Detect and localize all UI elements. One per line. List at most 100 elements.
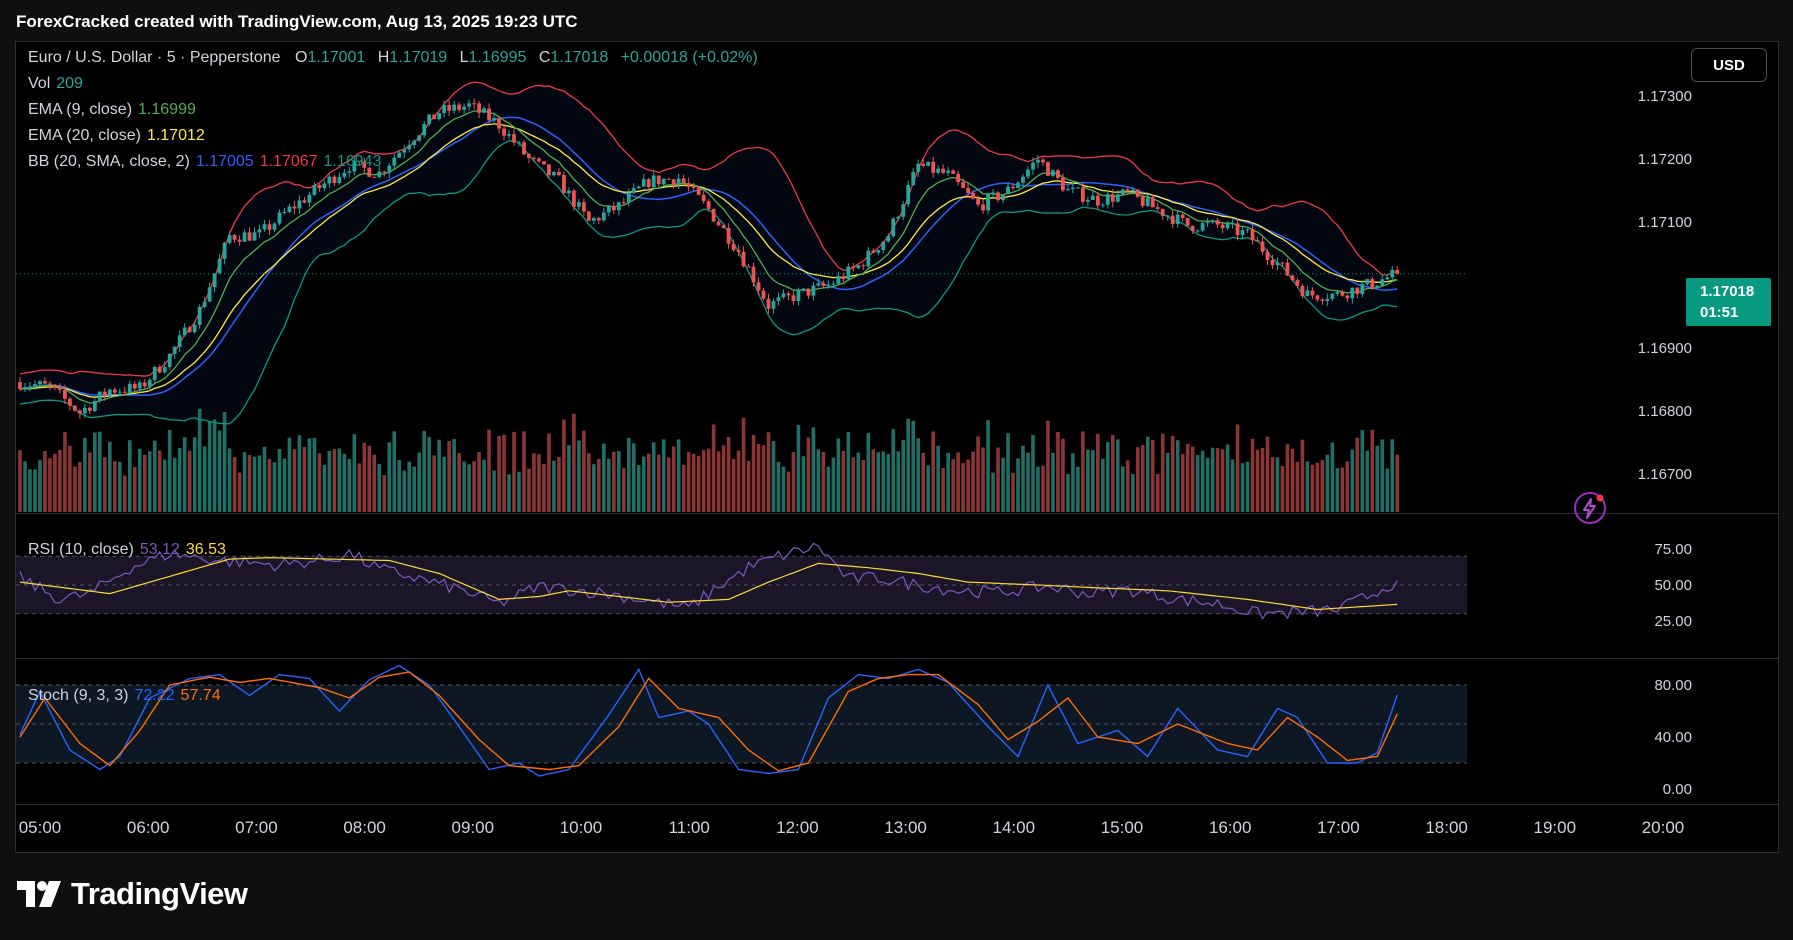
candle-body: [252, 232, 257, 241]
volume-bar: [322, 464, 327, 512]
candle-body: [1190, 225, 1195, 231]
candle-body: [192, 324, 197, 333]
volume-bar: [617, 451, 621, 512]
candle-body: [1355, 287, 1360, 295]
candle-body: [1320, 299, 1325, 301]
volume-bar: [1395, 454, 1400, 512]
volume-bar: [656, 454, 661, 512]
legend-rsi[interactable]: RSI (10, close) 53.12 36.53: [28, 541, 226, 559]
volume-bar: [452, 439, 456, 512]
legend-bb-mid: 1.17005: [195, 153, 254, 170]
candle-body: [871, 250, 876, 253]
time-axis-label: 18:00: [1425, 818, 1468, 837]
volume-bar: [726, 436, 731, 512]
ema9-line: [19, 110, 1398, 404]
volume-bar: [856, 452, 861, 512]
volume-bar: [63, 432, 67, 512]
time-axis-label: 15:00: [1101, 818, 1144, 837]
volume-bar: [392, 431, 397, 512]
candle-body: [1135, 189, 1140, 197]
candle-body: [1260, 241, 1265, 252]
legend-ema20[interactable]: EMA (20, close) 1.17012: [28, 127, 205, 145]
volume-bar: [1016, 458, 1020, 512]
candle-body: [152, 366, 157, 380]
candle-body: [77, 410, 82, 414]
time-axis-label: 14:00: [993, 818, 1036, 837]
volume-bar: [182, 437, 187, 512]
legend-bb[interactable]: BB (20, SMA, close, 2) 1.17005 1.17067 1.16…: [28, 153, 381, 171]
legend-stoch[interactable]: Stoch (9, 3, 3) 72.22 57.74: [28, 687, 221, 705]
volume-bar: [1021, 445, 1025, 512]
volume-bar: [167, 430, 172, 512]
candle-body: [1300, 285, 1305, 297]
volume-bar: [377, 463, 382, 512]
candle-body: [1170, 215, 1175, 225]
volume-bar: [976, 436, 980, 512]
volume-bar: [492, 470, 496, 512]
volume-bar: [1185, 443, 1190, 512]
volume-bar: [422, 430, 426, 512]
legend-h-label: H: [377, 49, 390, 66]
legend-stoch-d: 57.74: [180, 687, 221, 704]
volume-bar: [587, 453, 591, 512]
volume-bar: [636, 465, 641, 512]
volume-bar: [472, 461, 476, 512]
candle-body: [861, 265, 866, 267]
stoch-k-line: [19, 664, 1398, 777]
candle-body: [571, 190, 576, 207]
volume-bar: [986, 420, 990, 512]
volume-bar: [577, 440, 581, 512]
volume-bar: [846, 431, 851, 512]
candle-body: [1140, 196, 1145, 207]
volume-bar: [626, 437, 631, 512]
volume-bar: [1365, 450, 1370, 512]
volume-bar: [851, 457, 856, 512]
candle-body: [746, 266, 751, 268]
lightning-icon[interactable]: [1574, 492, 1606, 524]
candle-body: [237, 239, 242, 242]
volume-bar: [1205, 458, 1210, 512]
header-bar: ForexCracked created with TradingView.co…: [0, 0, 1793, 40]
candle-body: [971, 193, 975, 199]
candle-body: [656, 175, 661, 185]
volume-bar: [1345, 461, 1350, 512]
volume-bar: [28, 469, 32, 512]
candle-body: [537, 158, 541, 162]
volume-bar: [1120, 466, 1125, 512]
tradingview-logo[interactable]: TradingView: [17, 876, 248, 912]
volume-bar: [831, 457, 836, 512]
candle-body: [661, 178, 666, 185]
candle-body: [1290, 275, 1295, 281]
candle-body: [1130, 189, 1135, 192]
volume-bar: [372, 454, 377, 512]
last-price-tag: 1.17018 01:51: [1686, 278, 1771, 326]
last-price-value: 1.17018: [1700, 283, 1755, 300]
legend-vol-value: 209: [56, 75, 83, 92]
currency-button[interactable]: USD: [1691, 48, 1767, 82]
candle-body: [92, 400, 97, 411]
legend-vol[interactable]: Vol 209: [28, 75, 83, 93]
legend-c-value: 1.17018: [550, 49, 609, 66]
chart-frame[interactable]: 1.17300 1.17200 1.17100 1.16900 1.16800 1.167…: [15, 41, 1779, 853]
volume-bar: [1250, 438, 1255, 512]
candle-body: [906, 185, 911, 205]
volume-bar: [312, 437, 317, 512]
volume-bar: [946, 452, 950, 512]
volume-bar: [202, 446, 207, 512]
candle-body: [756, 282, 761, 291]
candle-body: [107, 389, 112, 396]
rsi-axis-label: 50.00: [1654, 577, 1692, 594]
volume-bar: [621, 468, 626, 512]
legend-symbol[interactable]: Euro / U.S. Dollar · 5 · Pepperstone: [28, 49, 281, 66]
candle-body: [936, 168, 941, 173]
volume-bar: [1061, 438, 1065, 512]
volume-bar: [911, 420, 916, 512]
time-axis-label: 20:00: [1642, 818, 1685, 837]
volume-bar: [342, 454, 347, 512]
volume-bar: [971, 451, 975, 512]
candle-body: [507, 134, 511, 136]
chart-canvas[interactable]: 1.17300 1.17200 1.17100 1.16900 1.16800 1.167…: [16, 42, 1778, 852]
candle-body: [991, 192, 995, 195]
legend-ema9[interactable]: EMA (9, close) 1.16999: [28, 101, 196, 119]
volume-bar: [257, 455, 262, 512]
